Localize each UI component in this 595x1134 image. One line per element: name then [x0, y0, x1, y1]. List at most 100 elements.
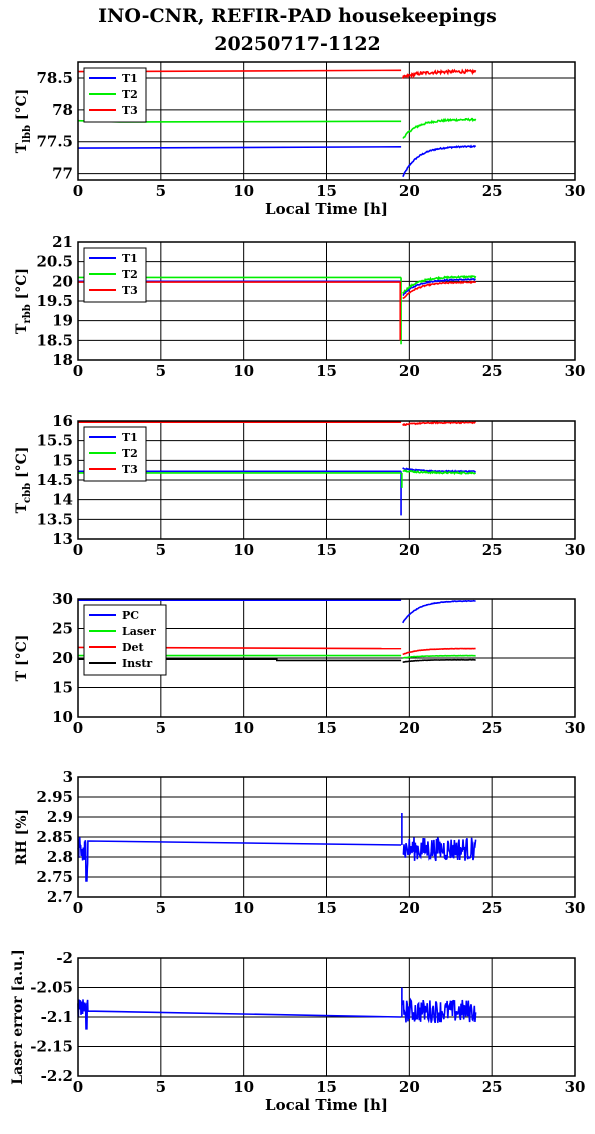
- plot-frame: [77, 776, 576, 898]
- x-tick-label: 10: [233, 899, 254, 917]
- x-tick-label: 30: [565, 541, 586, 559]
- y-tick-label: 14.5: [36, 471, 73, 489]
- y-axis-label: Tcbb [°C]: [14, 447, 33, 514]
- y-tick-label: -2: [56, 949, 73, 967]
- series-rh-line: [77, 837, 402, 882]
- plot-frame: [77, 420, 576, 540]
- series-t3-recovery: [402, 280, 477, 300]
- x-tick-label: 15: [316, 899, 337, 917]
- x-tick-label: 10: [233, 362, 254, 380]
- y-tick-label: 10: [52, 708, 73, 726]
- series-pc-recovery: [402, 599, 476, 624]
- series-t3-recovery: [401, 68, 477, 79]
- plot-frame: [77, 241, 576, 361]
- x-tick-label: 25: [482, 182, 503, 200]
- y-tick-label: 15.5: [36, 432, 73, 450]
- series-t3-recovery: [402, 420, 476, 427]
- y-tick-label: 30: [52, 590, 73, 608]
- legend-label: T1: [122, 72, 138, 85]
- x-tick-label: 10: [233, 1078, 254, 1096]
- x-tick-label: 30: [565, 719, 586, 737]
- y-tick-label: 16: [52, 412, 73, 430]
- y-tick-label: 18.5: [36, 331, 73, 349]
- x-tick-label: 15: [316, 182, 337, 200]
- x-axis-label: Local Time [h]: [265, 1096, 388, 1114]
- y-tick-label: -2.1: [41, 1008, 73, 1026]
- y-tick-label: -2.15: [30, 1038, 73, 1056]
- x-tick-label: 0: [73, 541, 83, 559]
- legend-label: T1: [122, 252, 138, 265]
- x-tick-label: 25: [482, 362, 503, 380]
- legend-label: T2: [122, 88, 138, 101]
- legend-label: Det: [122, 641, 145, 654]
- x-tick-label: 15: [316, 719, 337, 737]
- y-tick-label: 20.5: [36, 253, 73, 271]
- panel-rh: 0 5 10 15 20 25 30 2.7 2.75 2.8 2.85 2.9 2.95 3 RH [%]: [14, 768, 585, 917]
- series-t1-recovery: [402, 278, 476, 296]
- y-tick-label: 78: [52, 101, 73, 119]
- series-det-recovery: [402, 647, 476, 656]
- x-tick-label: 0: [73, 1078, 83, 1096]
- series-laser-error-line: [77, 999, 402, 1030]
- series-t2-recovery: [402, 469, 476, 476]
- chart-title: INO-CNR, REFIR-PAD housekeepings: [98, 5, 497, 27]
- plot-frame: [77, 61, 576, 181]
- x-tick-label: 0: [73, 719, 83, 737]
- y-axis-label: RH [%]: [14, 809, 30, 865]
- chart-subtitle: 20250717-1122: [214, 33, 381, 55]
- y-tick-label: 20: [52, 272, 73, 290]
- x-tick-label: 30: [565, 1078, 586, 1096]
- y-tick-label: 78.5: [36, 69, 73, 87]
- x-tick-label: 5: [156, 1078, 166, 1096]
- y-tick-label: 2.85: [36, 828, 73, 846]
- x-tick-label: 20: [399, 1078, 420, 1096]
- y-tick-label: 2.75: [36, 868, 73, 886]
- series-instr-recovery: [402, 658, 476, 663]
- x-tick-label: 30: [565, 899, 586, 917]
- y-tick-label: 15: [52, 679, 73, 697]
- legend-label: PC: [122, 609, 139, 622]
- x-axis-label: Local Time [h]: [265, 200, 388, 218]
- x-tick-label: 20: [399, 182, 420, 200]
- x-tick-label: 30: [565, 182, 586, 200]
- x-tick-label: 10: [233, 541, 254, 559]
- x-tick-label: 25: [482, 1078, 503, 1096]
- series-rh-recovery: [402, 837, 477, 862]
- x-tick-label: 20: [399, 362, 420, 380]
- x-tick-label: 0: [73, 182, 83, 200]
- x-tick-label: 10: [233, 719, 254, 737]
- y-tick-label: 19.5: [36, 292, 73, 310]
- y-tick-label: 2.7: [47, 888, 73, 906]
- x-tick-label: 0: [73, 362, 83, 380]
- x-tick-label: 0: [73, 899, 83, 917]
- panel-laser: 0 5 10 15 20 25 30 -2.2 -2.15 -2.1 -2.05 -2 Laser er…: [10, 949, 585, 1114]
- y-tick-label: 20: [52, 649, 73, 667]
- y-axis-label: Trbb [°C]: [14, 268, 33, 334]
- y-tick-label: 77: [52, 165, 73, 183]
- y-tick-label: 19: [52, 312, 73, 330]
- y-tick-label: 18: [52, 351, 73, 369]
- series-t1-recovery: [402, 144, 477, 178]
- series-instr-line: [78, 658, 402, 662]
- x-tick-label: 5: [156, 182, 166, 200]
- x-tick-label: 5: [156, 899, 166, 917]
- legend-label: Laser: [122, 625, 156, 638]
- y-axis-label: Laser error [a.u.]: [10, 949, 26, 1084]
- x-tick-label: 20: [399, 541, 420, 559]
- x-tick-label: 20: [399, 719, 420, 737]
- legend-label: T3: [122, 284, 138, 297]
- y-tick-label: 13: [52, 530, 73, 548]
- y-tick-label: 2.95: [36, 788, 73, 806]
- series-t2-recovery: [402, 274, 477, 294]
- x-tick-label: 25: [482, 719, 503, 737]
- y-axis-label: T [°C]: [14, 635, 30, 682]
- x-tick-label: 5: [156, 541, 166, 559]
- series-t2-recovery: [402, 117, 477, 139]
- x-tick-label: 15: [316, 541, 337, 559]
- y-tick-label: 2.9: [47, 808, 73, 826]
- x-tick-label: 15: [316, 362, 337, 380]
